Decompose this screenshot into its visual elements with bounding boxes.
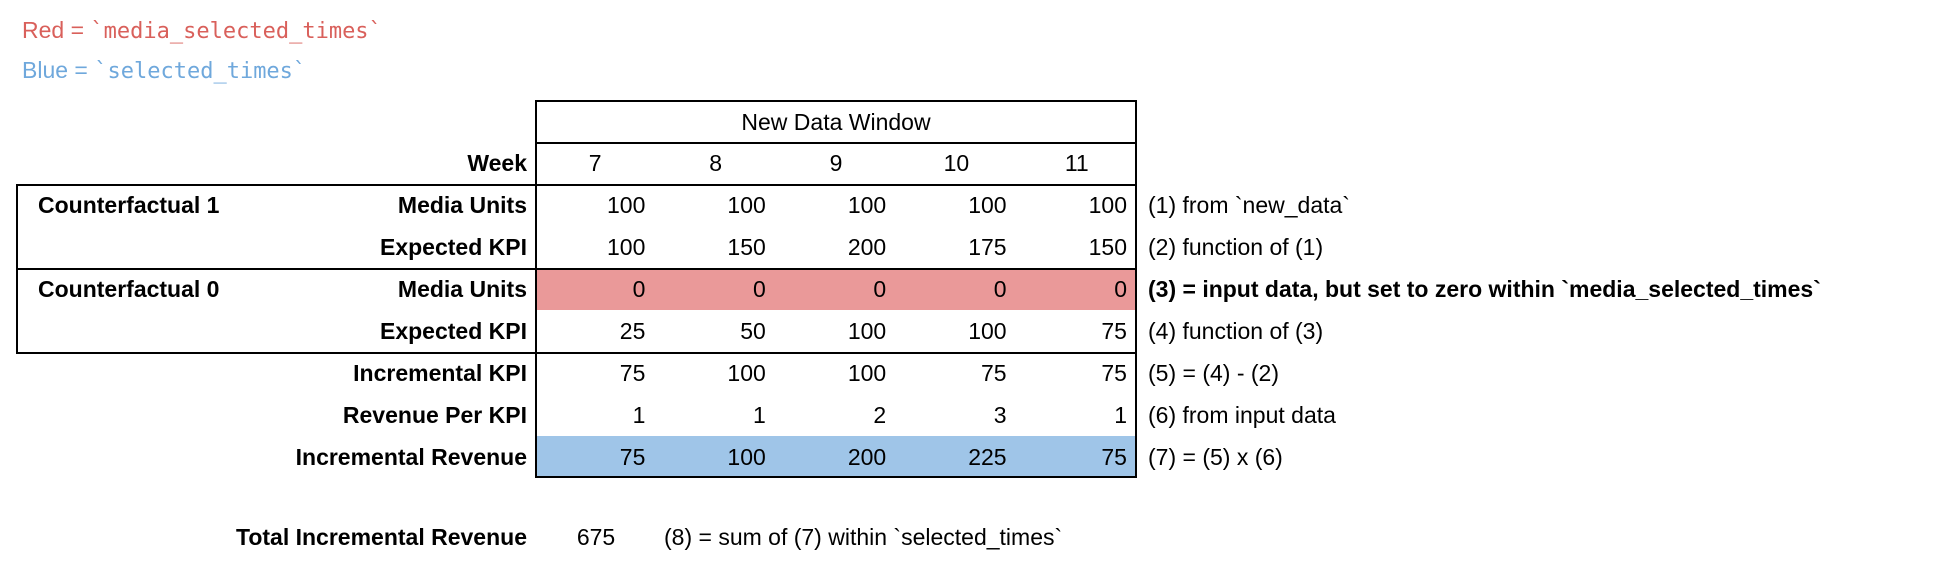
value-cell: 3 [993,402,1007,428]
value-cell: 225 [968,444,1007,470]
divider-cf1-cf0 [535,268,1137,270]
total-label: Total Incremental Revenue [236,524,527,550]
total-annotation: (8) = sum of (7) within `selected_times` [664,524,1063,550]
annotation-5: (5) = (4) - (2) [1148,360,1279,386]
value-cell: 200 [847,444,887,470]
value-cell: 200 [847,234,887,260]
value-cell: 0 [993,276,1007,302]
value-cell: 75 [980,360,1007,386]
value-cell: 1 [752,402,766,428]
counterfactual-0-box [16,268,537,354]
row-label: Revenue Per KPI [342,402,527,428]
legend-blue-label: Blue = [22,57,95,83]
blue-highlight-row [537,436,1135,476]
value-cell: 100 [847,192,887,218]
value-cell: 100 [727,360,766,386]
row-label: Expected KPI [380,234,527,260]
value-cell: 1 [632,402,646,428]
value-cell: 150 [727,234,766,260]
total-value: 675 [576,524,616,550]
value-cell: 2 [873,402,887,428]
value-cell: 100 [968,318,1007,344]
annotation-1: (1) from `new_data` [1148,192,1350,218]
legend-red-line: Red = `media_selected_times` [22,14,382,46]
group-label-counterfactual-0: Counterfactual 0 [38,276,220,302]
week-cell: 7 [588,150,602,176]
value-cell: 0 [873,276,887,302]
value-cell: 100 [727,444,766,470]
legend-blue-code: `selected_times` [94,59,307,84]
value-cell: 100 [847,360,887,386]
value-cell: 100 [1088,192,1127,218]
value-cell: 0 [632,276,646,302]
value-cell: 175 [968,234,1007,260]
week-cell: 8 [709,150,722,176]
value-cell: 25 [619,318,646,344]
value-cell: 75 [1101,444,1127,470]
counterfactual-1-box [16,184,537,270]
value-cell: 100 [607,192,646,218]
annotation-7: (7) = (5) x (6) [1148,444,1283,470]
legend-red-label: Red = [22,17,91,43]
value-cell: 100 [968,192,1007,218]
week-row-label: Week [467,150,527,176]
row-label: Expected KPI [380,318,527,344]
week-cell: 11 [1064,150,1089,176]
value-cell: 75 [1101,360,1127,386]
group-label-counterfactual-1: Counterfactual 1 [38,192,220,218]
row-label: Incremental KPI [353,360,527,386]
value-cell: 1 [1114,402,1127,428]
legend-red-code: `media_selected_times` [90,19,382,44]
value-cell: 75 [619,444,646,470]
value-cell: 75 [1101,318,1127,344]
value-cell: 0 [752,276,766,302]
value-cell: 0 [1114,276,1127,302]
week-cell: 9 [829,150,843,176]
value-cell: 100 [607,234,646,260]
divider-below-header [535,142,1137,144]
row-label: Media Units [397,192,527,218]
annotation-3: (3) = input data, but set to zero within… [1148,276,1821,302]
annotation-6: (6) from input data [1148,402,1336,428]
divider-below-cf0 [535,352,1137,354]
value-cell: 100 [727,192,766,218]
row-label: Incremental Revenue [295,444,527,470]
week-cell: 10 [943,150,970,176]
red-highlight-row [537,270,1135,310]
value-cell: 150 [1088,234,1127,260]
legend-blue-line: Blue = `selected_times` [22,54,306,86]
value-cell: 50 [740,318,766,344]
value-cell: 100 [847,318,887,344]
annotation-4: (4) function of (3) [1148,318,1324,344]
table-header: New Data Window [741,109,931,135]
annotation-2: (2) function of (1) [1148,234,1324,260]
value-cell: 75 [619,360,646,386]
row-label: Media Units [397,276,527,302]
divider-below-week [535,184,1137,186]
